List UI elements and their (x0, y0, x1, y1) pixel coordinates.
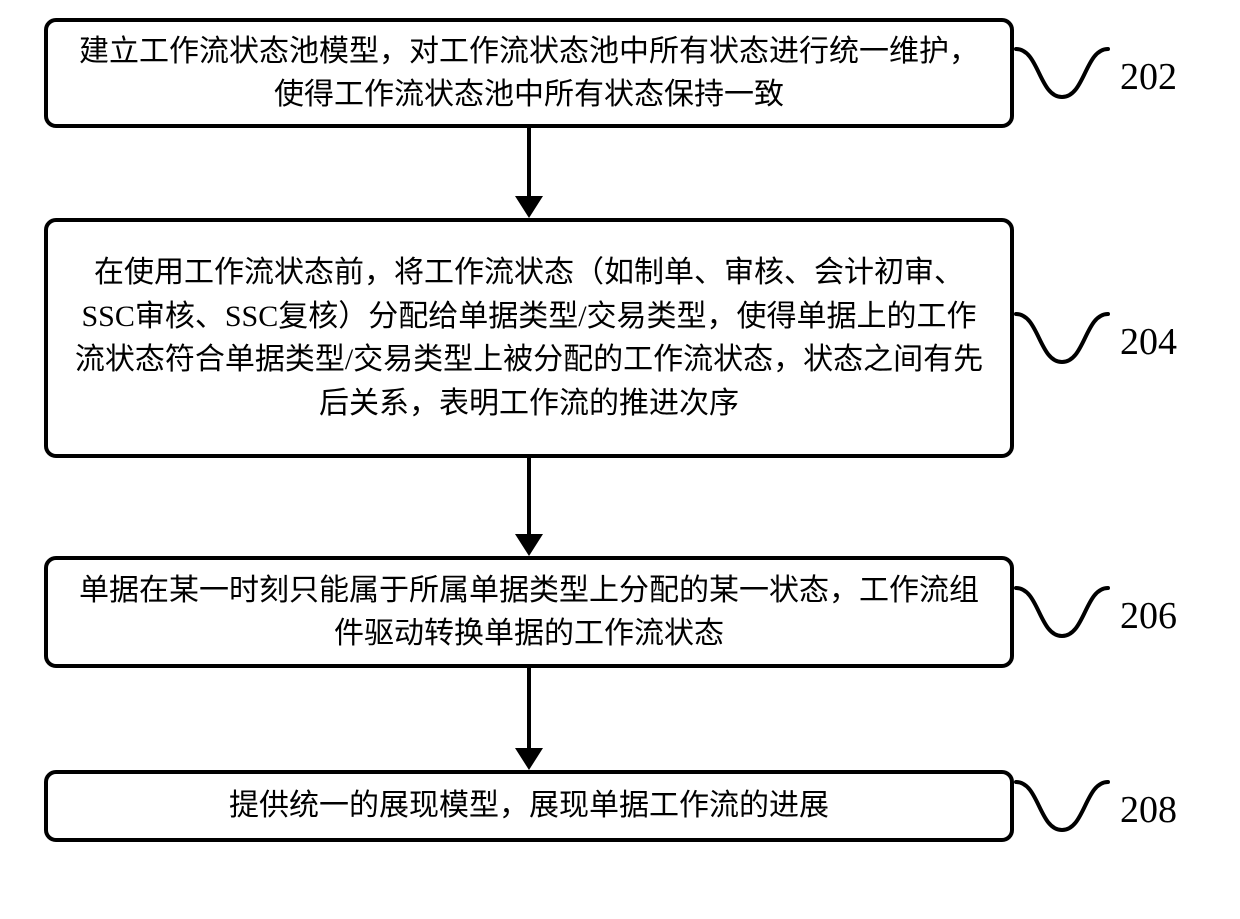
flow-node-202: 建立工作流状态池模型，对工作流状态池中所有状态进行统一维护，使得工作流状态池中所… (44, 18, 1014, 128)
flow-step-number: 206 (1120, 594, 1177, 638)
flow-node-208: 提供统一的展现模型，展现单据工作流的进展 (44, 770, 1014, 842)
flow-step-number: 208 (1120, 788, 1177, 832)
flow-step-number: 204 (1120, 320, 1177, 364)
flow-node-text: 在使用工作流状态前，将工作流状态（如制单、审核、会计初审、SSC审核、SSC复核… (70, 251, 988, 425)
flow-node-text: 建立工作流状态池模型，对工作流状态池中所有状态进行统一维护，使得工作流状态池中所… (70, 30, 988, 117)
flow-step-number: 202 (1120, 55, 1177, 99)
flow-node-204: 在使用工作流状态前，将工作流状态（如制单、审核、会计初审、SSC审核、SSC复核… (44, 218, 1014, 458)
flowchart-canvas: 建立工作流状态池模型，对工作流状态池中所有状态进行统一维护，使得工作流状态池中所… (0, 0, 1240, 919)
flow-node-text: 单据在某一时刻只能属于所属单据类型上分配的某一状态，工作流组件驱动转换单据的工作… (70, 569, 988, 656)
flow-node-206: 单据在某一时刻只能属于所属单据类型上分配的某一状态，工作流组件驱动转换单据的工作… (44, 556, 1014, 668)
flow-node-text: 提供统一的展现模型，展现单据工作流的进展 (229, 784, 829, 828)
